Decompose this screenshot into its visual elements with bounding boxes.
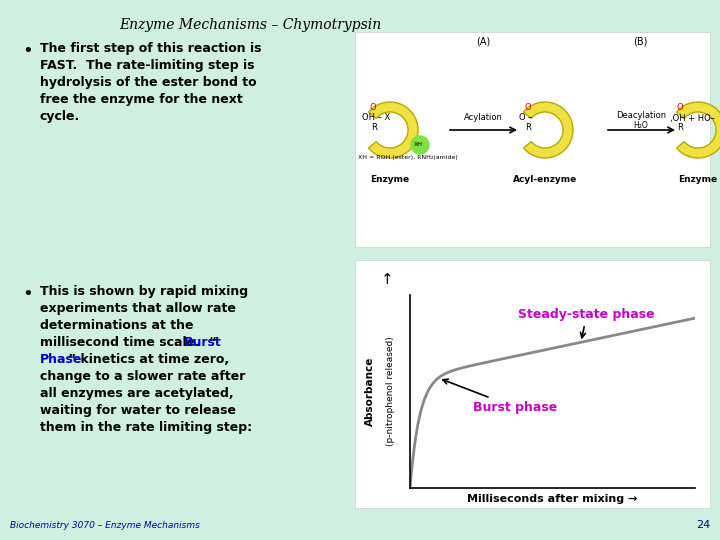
Text: all enzymes are acetylated,: all enzymes are acetylated, — [40, 387, 233, 400]
Wedge shape — [369, 102, 418, 158]
Text: XH: XH — [413, 143, 423, 147]
Text: Enzyme: Enzyme — [370, 175, 410, 184]
Text: (p-nitrophenol released): (p-nitrophenol released) — [385, 336, 395, 447]
Text: (A): (A) — [476, 37, 490, 47]
FancyBboxPatch shape — [355, 32, 710, 247]
Text: R: R — [677, 124, 683, 132]
Text: them in the rate limiting step:: them in the rate limiting step: — [40, 421, 252, 434]
Text: free the enzyme for the next: free the enzyme for the next — [40, 93, 243, 106]
Text: (B): (B) — [633, 37, 647, 47]
Text: The first step of this reaction is: The first step of this reaction is — [40, 42, 261, 55]
Text: R: R — [525, 124, 531, 132]
Text: H₂O: H₂O — [634, 121, 649, 130]
Text: 24: 24 — [696, 520, 710, 530]
Text: Deacylation: Deacylation — [616, 111, 666, 120]
Text: ↑: ↑ — [381, 272, 394, 287]
Text: cycle.: cycle. — [40, 110, 80, 123]
Text: Biochemistry 3070 – Enzyme Mechanisms: Biochemistry 3070 – Enzyme Mechanisms — [10, 521, 200, 530]
Text: O: O — [677, 104, 683, 112]
Text: experiments that allow rate: experiments that allow rate — [40, 302, 236, 315]
Text: Burst: Burst — [184, 336, 222, 349]
Text: waiting for water to release: waiting for water to release — [40, 404, 236, 417]
Wedge shape — [523, 102, 573, 158]
Text: determinations at the: determinations at the — [40, 319, 194, 332]
Text: millisecond time scale.  “: millisecond time scale. “ — [40, 336, 217, 349]
Text: This is shown by rapid mixing: This is shown by rapid mixing — [40, 285, 248, 298]
Text: Acylation: Acylation — [464, 113, 503, 122]
Text: Phase: Phase — [40, 353, 82, 366]
Wedge shape — [677, 102, 720, 158]
FancyBboxPatch shape — [355, 260, 710, 508]
Text: •: • — [22, 42, 32, 60]
Text: Enzyme: Enzyme — [678, 175, 718, 184]
Text: change to a slower rate after: change to a slower rate after — [40, 370, 246, 383]
Text: R: R — [371, 124, 377, 132]
Text: Burst phase: Burst phase — [443, 379, 557, 414]
Text: ” kinetics at time zero,: ” kinetics at time zero, — [68, 353, 229, 366]
Text: O: O — [369, 104, 377, 112]
Text: Enzyme Mechanisms – Chymotrypsin: Enzyme Mechanisms – Chymotrypsin — [119, 18, 381, 32]
Text: •: • — [22, 285, 32, 303]
Text: O –: O – — [519, 113, 533, 123]
Text: hydrolysis of the ester bond to: hydrolysis of the ester bond to — [40, 76, 256, 89]
Text: FAST.  The rate-limiting step is: FAST. The rate-limiting step is — [40, 59, 254, 72]
Text: OH – X: OH – X — [362, 113, 390, 123]
Text: Absorbance: Absorbance — [365, 357, 375, 426]
Text: XH = ROH (ester), RNH₂(amide): XH = ROH (ester), RNH₂(amide) — [358, 156, 458, 160]
X-axis label: Milliseconds after mixing →: Milliseconds after mixing → — [467, 494, 638, 504]
Text: Acyl-enzyme: Acyl-enzyme — [513, 175, 577, 184]
Text: ,OH + HO–: ,OH + HO– — [670, 113, 715, 123]
Text: Steady-state phase: Steady-state phase — [518, 308, 655, 338]
Circle shape — [411, 136, 429, 154]
Text: O: O — [525, 104, 531, 112]
